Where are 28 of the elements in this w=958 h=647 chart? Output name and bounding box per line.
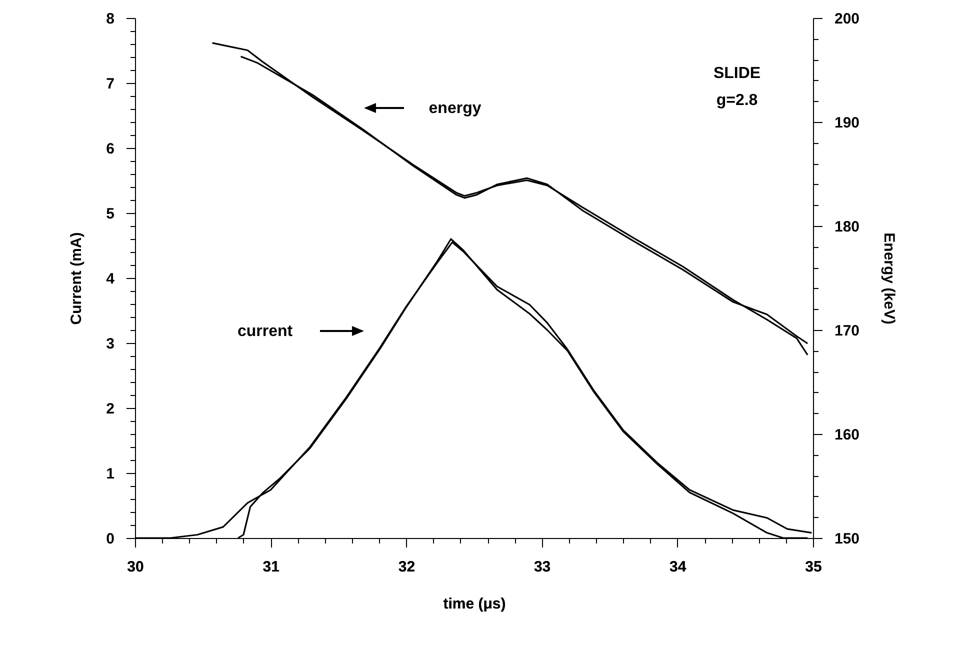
y2-tick-label: 150	[834, 530, 860, 548]
x-tick-label: 35	[805, 558, 822, 576]
annotation: g=2.8	[716, 92, 758, 109]
y-tick-label: 2	[106, 400, 114, 418]
y-tick-label: 5	[106, 206, 114, 222]
y2-tick-label: 160	[834, 426, 860, 444]
x-tick-label: 31	[262, 558, 280, 576]
annotation: SLIDE	[713, 65, 761, 82]
x-tick-label: 34	[670, 558, 687, 576]
y-tick-label: 6	[106, 140, 114, 158]
y2-axis-title: Energy (keV)	[880, 232, 898, 324]
annotation: energy	[428, 100, 482, 117]
x-axis-title: time (μs)	[443, 596, 506, 612]
y-tick-label: 7	[106, 76, 114, 92]
y-axis-title: Current (mA)	[68, 232, 86, 325]
y2-tick-label: 180	[834, 218, 860, 236]
y2-tick-label: 170	[834, 322, 860, 340]
y-tick-label: 0	[106, 530, 114, 548]
y-tick-label: 8	[106, 10, 114, 28]
annotation: current	[237, 323, 294, 340]
y-tick-label: 1	[106, 466, 114, 482]
y2-tick-label: 190	[834, 114, 860, 132]
x-tick-label: 33	[534, 558, 551, 576]
y2-tick-label: 200	[834, 10, 860, 28]
x-tick-label: 32	[398, 558, 416, 576]
x-tick-label: 30	[127, 558, 144, 576]
y-tick-label: 3	[106, 336, 114, 352]
y-tick-label: 4	[106, 270, 116, 288]
